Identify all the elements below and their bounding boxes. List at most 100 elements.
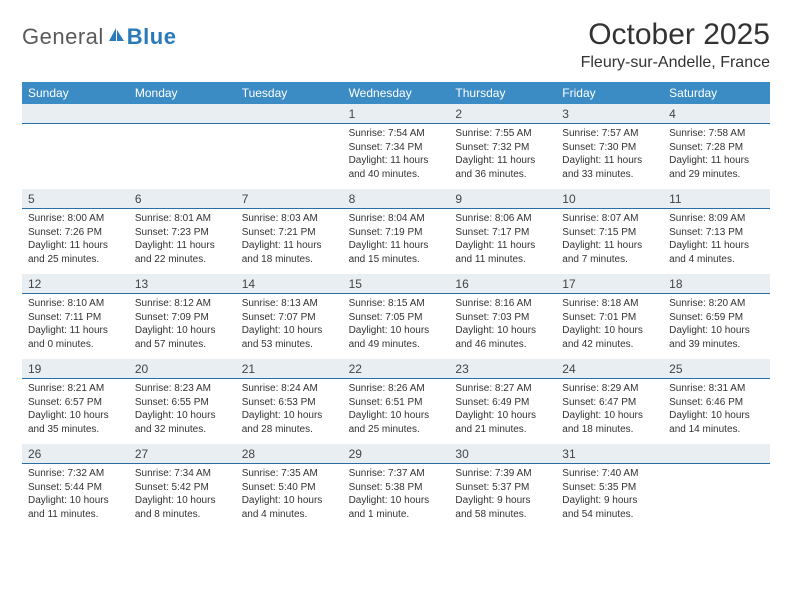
day-cell: Sunrise: 8:13 AMSunset: 7:07 PMDaylight:… <box>236 294 343 359</box>
daylight1-text: Daylight: 10 hours <box>28 409 123 423</box>
daylight2-text: and 46 minutes. <box>455 338 550 352</box>
weekday-label: Saturday <box>663 82 770 104</box>
day-number: 18 <box>663 274 770 293</box>
daynum-row: 262728293031 <box>22 444 770 464</box>
sunrise-text: Sunrise: 8:29 AM <box>562 382 657 396</box>
sunset-text: Sunset: 7:28 PM <box>669 141 764 155</box>
sunrise-text: Sunrise: 7:40 AM <box>562 467 657 481</box>
day-cell: Sunrise: 8:21 AMSunset: 6:57 PMDaylight:… <box>22 379 129 444</box>
sunrise-text: Sunrise: 8:12 AM <box>135 297 230 311</box>
day-cell: Sunrise: 7:35 AMSunset: 5:40 PMDaylight:… <box>236 464 343 529</box>
weeks-container: 1234Sunrise: 7:54 AMSunset: 7:34 PMDayli… <box>22 104 770 529</box>
daylight2-text: and 39 minutes. <box>669 338 764 352</box>
day-cell: Sunrise: 7:40 AMSunset: 5:35 PMDaylight:… <box>556 464 663 529</box>
daylight1-text: Daylight: 10 hours <box>242 494 337 508</box>
sunrise-text: Sunrise: 8:27 AM <box>455 382 550 396</box>
daylight2-text: and 40 minutes. <box>349 168 444 182</box>
sunrise-text: Sunrise: 8:16 AM <box>455 297 550 311</box>
sunrise-text: Sunrise: 8:01 AM <box>135 212 230 226</box>
day-number: 12 <box>22 274 129 293</box>
week-row: Sunrise: 8:00 AMSunset: 7:26 PMDaylight:… <box>22 209 770 274</box>
week-row: Sunrise: 7:54 AMSunset: 7:34 PMDaylight:… <box>22 124 770 189</box>
daylight1-text: Daylight: 11 hours <box>28 324 123 338</box>
day-cell: Sunrise: 8:31 AMSunset: 6:46 PMDaylight:… <box>663 379 770 444</box>
daylight2-text: and 7 minutes. <box>562 253 657 267</box>
daylight2-text: and 33 minutes. <box>562 168 657 182</box>
day-number: 30 <box>449 444 556 463</box>
daylight1-text: Daylight: 10 hours <box>669 409 764 423</box>
daylight1-text: Daylight: 11 hours <box>28 239 123 253</box>
sunset-text: Sunset: 6:51 PM <box>349 396 444 410</box>
sunrise-text: Sunrise: 8:04 AM <box>349 212 444 226</box>
daylight2-text: and 15 minutes. <box>349 253 444 267</box>
day-cell: Sunrise: 8:03 AMSunset: 7:21 PMDaylight:… <box>236 209 343 274</box>
sunset-text: Sunset: 7:34 PM <box>349 141 444 155</box>
daylight1-text: Daylight: 10 hours <box>349 409 444 423</box>
daylight1-text: Daylight: 10 hours <box>242 324 337 338</box>
week-row: Sunrise: 8:10 AMSunset: 7:11 PMDaylight:… <box>22 294 770 359</box>
daylight1-text: Daylight: 11 hours <box>349 154 444 168</box>
sunrise-text: Sunrise: 7:57 AM <box>562 127 657 141</box>
day-number: 2 <box>449 104 556 123</box>
week-row: Sunrise: 7:32 AMSunset: 5:44 PMDaylight:… <box>22 464 770 529</box>
day-cell: Sunrise: 7:37 AMSunset: 5:38 PMDaylight:… <box>343 464 450 529</box>
day-cell: Sunrise: 8:09 AMSunset: 7:13 PMDaylight:… <box>663 209 770 274</box>
sunset-text: Sunset: 6:46 PM <box>669 396 764 410</box>
month-title: October 2025 <box>581 18 770 52</box>
day-number: 19 <box>22 359 129 378</box>
day-cell: Sunrise: 7:57 AMSunset: 7:30 PMDaylight:… <box>556 124 663 189</box>
sunrise-text: Sunrise: 7:35 AM <box>242 467 337 481</box>
day-number: 5 <box>22 189 129 208</box>
sunrise-text: Sunrise: 7:58 AM <box>669 127 764 141</box>
day-cell: Sunrise: 8:07 AMSunset: 7:15 PMDaylight:… <box>556 209 663 274</box>
daylight1-text: Daylight: 9 hours <box>562 494 657 508</box>
day-cell: Sunrise: 8:06 AMSunset: 7:17 PMDaylight:… <box>449 209 556 274</box>
daylight2-text: and 22 minutes. <box>135 253 230 267</box>
day-cell: Sunrise: 8:01 AMSunset: 7:23 PMDaylight:… <box>129 209 236 274</box>
header: General Blue October 2025 Fleury-sur-And… <box>22 18 770 72</box>
day-cell: Sunrise: 7:54 AMSunset: 7:34 PMDaylight:… <box>343 124 450 189</box>
daylight2-text: and 1 minute. <box>349 508 444 522</box>
sunset-text: Sunset: 7:11 PM <box>28 311 123 325</box>
daylight1-text: Daylight: 10 hours <box>562 409 657 423</box>
day-number: 1 <box>343 104 450 123</box>
location: Fleury-sur-Andelle, France <box>581 54 770 72</box>
sunset-text: Sunset: 6:47 PM <box>562 396 657 410</box>
sunrise-text: Sunrise: 8:10 AM <box>28 297 123 311</box>
day-number: 21 <box>236 359 343 378</box>
sunset-text: Sunset: 7:13 PM <box>669 226 764 240</box>
daylight2-text: and 8 minutes. <box>135 508 230 522</box>
daylight2-text: and 25 minutes. <box>349 423 444 437</box>
weekday-label: Friday <box>556 82 663 104</box>
sunrise-text: Sunrise: 8:20 AM <box>669 297 764 311</box>
logo-word2: Blue <box>127 24 177 50</box>
day-number: 23 <box>449 359 556 378</box>
sunset-text: Sunset: 7:26 PM <box>28 226 123 240</box>
sunset-text: Sunset: 6:55 PM <box>135 396 230 410</box>
sunset-text: Sunset: 6:59 PM <box>669 311 764 325</box>
daylight1-text: Daylight: 10 hours <box>349 324 444 338</box>
daylight1-text: Daylight: 10 hours <box>242 409 337 423</box>
daylight2-text: and 57 minutes. <box>135 338 230 352</box>
day-cell <box>22 124 129 189</box>
sunrise-text: Sunrise: 8:13 AM <box>242 297 337 311</box>
day-cell <box>663 464 770 529</box>
day-cell: Sunrise: 8:27 AMSunset: 6:49 PMDaylight:… <box>449 379 556 444</box>
sunset-text: Sunset: 5:40 PM <box>242 481 337 495</box>
daylight2-text: and 11 minutes. <box>455 253 550 267</box>
sunrise-text: Sunrise: 7:39 AM <box>455 467 550 481</box>
daylight1-text: Daylight: 11 hours <box>135 239 230 253</box>
daylight1-text: Daylight: 11 hours <box>669 154 764 168</box>
daylight2-text: and 18 minutes. <box>242 253 337 267</box>
daylight1-text: Daylight: 11 hours <box>455 154 550 168</box>
day-cell: Sunrise: 8:29 AMSunset: 6:47 PMDaylight:… <box>556 379 663 444</box>
sunrise-text: Sunrise: 8:15 AM <box>349 297 444 311</box>
day-number: 8 <box>343 189 450 208</box>
daylight1-text: Daylight: 11 hours <box>669 239 764 253</box>
sunset-text: Sunset: 7:07 PM <box>242 311 337 325</box>
daynum-row: 1234 <box>22 104 770 124</box>
day-number <box>663 444 770 463</box>
daylight2-text: and 14 minutes. <box>669 423 764 437</box>
weekday-label: Thursday <box>449 82 556 104</box>
sunset-text: Sunset: 6:49 PM <box>455 396 550 410</box>
